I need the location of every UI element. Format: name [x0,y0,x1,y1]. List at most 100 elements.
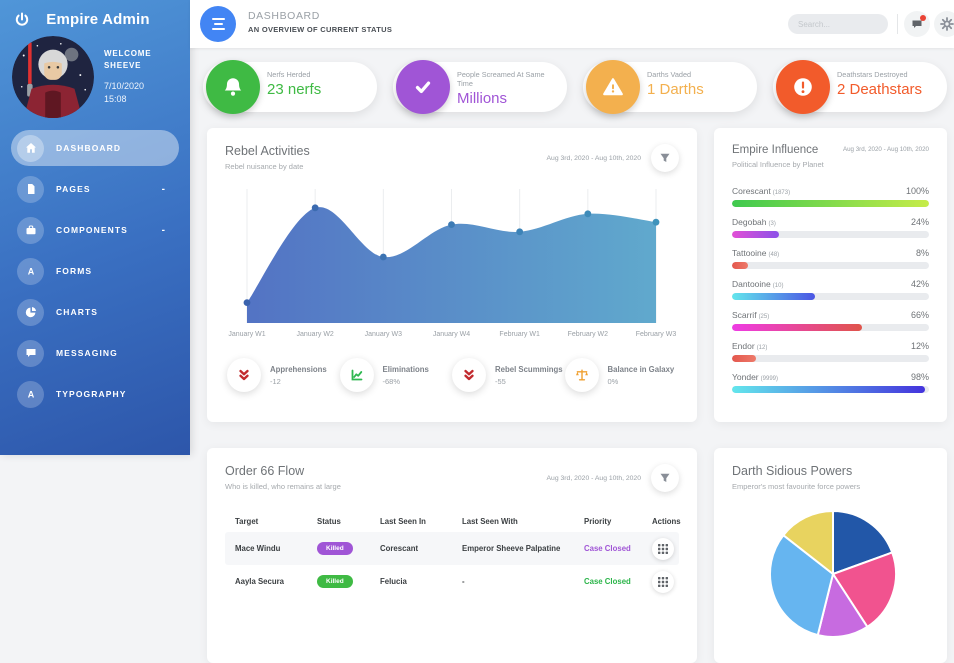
stat-rebel-scummings: Rebel Scummings -55 [452,358,565,392]
column-header[interactable]: Target [235,516,259,526]
progress-fill [732,386,926,393]
sidebar-item-forms[interactable]: A FORMS [11,253,179,289]
stat-card-nerfs[interactable]: Nerfs Herded 23 nerfs [203,60,377,114]
card-heading: Order 66 Flow Who is killed, who remains… [225,464,341,491]
table-row[interactable]: Aayla Secura Killed Felucia - Case Close… [225,565,679,598]
progress-fill [732,231,780,238]
sidebar-item-typography[interactable]: A TYPOGRAPHY [11,376,179,412]
planet-count: (12) [756,345,768,351]
cell-last-seen-in: Felucia [380,577,407,586]
card-subtitle: Rebel nuisance by date [225,162,304,171]
card-heading: Rebel Activities Rebel nuisance by date [225,144,310,171]
angles-down-icon [452,358,486,392]
column-header[interactable]: Actions [652,516,681,526]
influence-row-dantooine[interactable]: Dantooine (10) 42% [732,279,929,300]
menu-icon[interactable] [200,6,236,42]
planet-name: Corescant [732,186,771,196]
card-subtitle: Who is killed, who remains at large [225,482,341,491]
sidebar-item-dashboard[interactable]: DASHBOARD [11,130,179,166]
filter-icon[interactable] [651,464,679,492]
check-icon [396,60,450,114]
chart-footer-stats: Apprehensions -12 Eliminations -68% Rebe… [207,358,697,392]
planet-count: (9999) [760,376,778,382]
stat-card-screams[interactable]: People Screamed At Same Time Millions [393,60,567,114]
table-row[interactable]: Mace Windu Killed Corescant Emperor Shee… [225,532,679,565]
cell-last-seen-with: - [462,577,465,586]
influence-row-yonder[interactable]: Yonder (9999) 98% [732,372,929,393]
header-divider [897,14,898,34]
stat-label: Balance in Galaxy [607,365,675,374]
cell-target: Mace Windu [235,544,281,553]
column-header[interactable]: Last Seen In [380,516,426,526]
power-icon[interactable] [14,12,30,28]
row-actions-icon[interactable] [652,570,674,593]
planet-name: Scarrif [732,310,757,320]
card-subtitle: Emperor's most favourite force powers [732,482,861,491]
column-header[interactable]: Last Seen With [462,516,518,526]
column-header[interactable]: Priority [584,516,612,526]
card-title: Empire Influence [732,144,819,156]
stat-card-darths[interactable]: Darths Vaded 1 Darths [583,60,757,114]
date-range: Aug 3rd, 2020 - Aug 10th, 2020 [546,154,641,162]
progress-track [732,386,929,393]
planet-count: (48) [768,252,780,258]
column-header[interactable]: Status [317,516,341,526]
stat-eliminations: Eliminations -68% [339,358,453,392]
pie-chart[interactable] [714,448,947,663]
chart-line-icon [339,358,374,392]
stat-value: Millions [457,90,508,107]
stat-apprehensions: Apprehensions -12 [227,358,340,392]
sidebar-header: Empire Admin [0,0,190,32]
card-heading: Darth Sidious Powers Emperor's most favo… [732,464,860,491]
sidebar-item-pages[interactable]: PAGES - [11,171,179,207]
progress-fill [732,200,929,207]
chat-icon [17,339,44,367]
planet-percent: 42% [910,279,929,289]
sidebar-item-label: COMPONENTS [56,225,128,235]
influence-row-corescant[interactable]: Corescant (1873) 100% [732,186,929,207]
planet-count: (3) [768,221,776,227]
username: SHEEVE [104,60,142,70]
gear-icon[interactable] [934,11,954,37]
search-input[interactable] [788,14,888,34]
filter-icon[interactable] [651,144,679,172]
progress-fill [732,293,815,300]
area-chart[interactable] [207,183,697,333]
stat-label: Darths Vaded [647,70,692,79]
stat-label: Nerfs Herded [267,70,311,79]
sidebar-item-label: PAGES [56,184,91,194]
notification-dot [920,15,926,21]
progress-track [732,262,929,269]
axis-tick-label: February W3 [635,331,677,338]
avatar[interactable] [12,36,94,118]
bell-icon [206,60,260,114]
influence-row-scarrif[interactable]: Scarrif (25) 66% [732,310,929,331]
stat-label: Eliminations [382,365,429,374]
sidebar: Empire Admin [0,0,190,455]
svg-text:A: A [27,266,34,276]
axis-tick-label: January W1 [228,331,266,338]
influence-row-tattooine[interactable]: Tattooine (48) 8% [732,248,929,269]
planet-name: Degobah [732,217,767,227]
page-title: DASHBOARD [248,10,320,22]
sidebar-item-charts[interactable]: CHARTS [11,294,179,330]
sidebar-nav: DASHBOARD PAGES - COMPONENTS - A FORMS C… [0,130,190,412]
collapse-caret-icon: - [161,183,165,195]
card-title: Darth Sidious Powers [732,464,853,478]
progress-track [732,324,929,331]
row-actions-icon[interactable] [652,537,674,560]
balance-scale-icon [564,358,599,392]
profile-block: WELCOME SHEEVE 7/10/2020 15:08 [0,32,190,118]
darth-sidious-card: Darth Sidious Powers Emperor's most favo… [714,448,947,663]
influence-row-degobah[interactable]: Degobah (3) 24% [732,217,929,238]
sidebar-item-components[interactable]: COMPONENTS - [11,212,179,248]
date-range: Aug 3rd, 2020 - Aug 10th, 2020 [546,474,641,482]
notifications-button[interactable] [904,11,930,37]
stat-card-deathstars[interactable]: Deathstars Destroyed 2 Deathstars [773,60,947,114]
sidebar-item-messaging[interactable]: MESSAGING [11,335,179,371]
card-subtitle: Political Influence by Planet [732,160,824,169]
influence-row-endor[interactable]: Endor (12) 12% [732,341,929,362]
status-badge: Killed [317,542,353,555]
stat-label: People Screamed At Same Time [457,70,545,88]
table-header-row: Target Status Last Seen In Last Seen Wit… [225,510,681,532]
